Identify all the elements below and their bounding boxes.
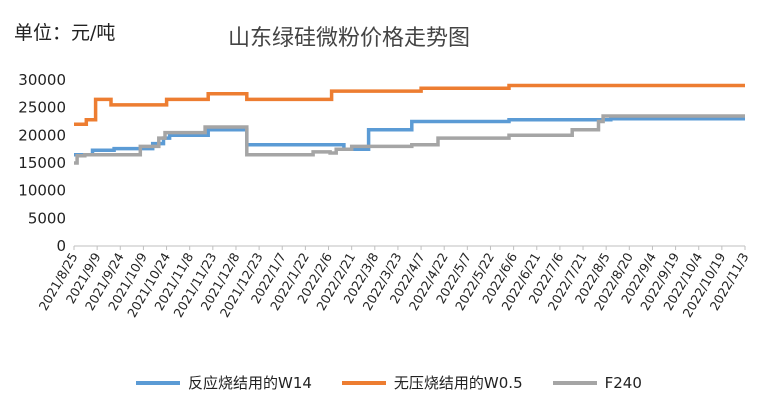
series-lines [74,83,745,165]
legend-swatch-f240 [552,380,597,385]
y-tick-label: 15000 [18,154,66,172]
legend-label-f240: F240 [604,373,642,392]
y-tick-label: 20000 [18,126,66,144]
y-tick-label: 25000 [18,99,66,117]
y-tick-label: 10000 [18,182,66,200]
legend-swatch-w14 [136,380,180,385]
legend-item-w05: 无压烧结用的W0.5 [341,372,523,393]
x-axis-ticks: 2021/8/252021/9/92021/9/242021/10/92021/… [36,246,752,320]
y-tick-label: 5000 [28,209,66,227]
series-line-w05 [74,83,745,127]
legend-swatch-w05 [341,380,386,385]
series-line-f240 [74,114,745,165]
y-axis-ticks: 0 5000 10000 15000 20000 25000 30000 [18,71,66,255]
legend-item-w14: 反应烧结用的W14 [136,372,312,393]
unit-label: 单位：元/吨 [14,22,116,44]
legend-label-w14: 反应烧结用的W14 [188,374,312,392]
y-tick-label: 0 [56,237,66,255]
legend-item-f240: F240 [552,373,642,392]
chart-legend: 反应烧结用的W14 无压烧结用的W0.5 F240 [136,372,642,393]
legend-label-w05: 无压烧结用的W0.5 [393,374,523,392]
series-line-w14 [74,116,745,157]
chart-title: 山东绿硅微粉价格走势图 [228,26,471,51]
y-tick-label: 30000 [18,71,66,89]
